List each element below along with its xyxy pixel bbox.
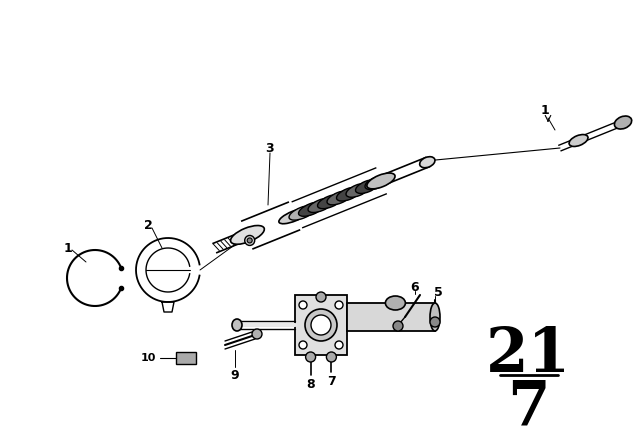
Ellipse shape <box>279 209 308 224</box>
Ellipse shape <box>614 116 632 129</box>
Circle shape <box>305 309 337 341</box>
Ellipse shape <box>365 176 388 190</box>
Ellipse shape <box>569 134 588 146</box>
Ellipse shape <box>308 198 333 212</box>
Circle shape <box>311 315 331 335</box>
Ellipse shape <box>298 202 324 216</box>
Ellipse shape <box>337 187 360 201</box>
Circle shape <box>393 321 403 331</box>
Circle shape <box>247 238 252 243</box>
Circle shape <box>430 317 440 327</box>
Text: 9: 9 <box>230 369 239 382</box>
Circle shape <box>335 341 343 349</box>
Ellipse shape <box>430 303 440 331</box>
Text: 7: 7 <box>507 378 549 438</box>
Circle shape <box>299 341 307 349</box>
Circle shape <box>299 301 307 309</box>
Text: 3: 3 <box>266 142 275 155</box>
Text: 2: 2 <box>143 219 152 232</box>
Ellipse shape <box>252 329 262 339</box>
Ellipse shape <box>346 183 369 197</box>
Circle shape <box>244 236 255 246</box>
Ellipse shape <box>232 319 242 331</box>
Text: 1: 1 <box>541 103 549 116</box>
Text: 1: 1 <box>63 241 72 254</box>
Ellipse shape <box>317 194 342 209</box>
Bar <box>295 295 347 355</box>
Circle shape <box>316 292 326 302</box>
Ellipse shape <box>289 206 316 220</box>
Text: 8: 8 <box>307 378 315 391</box>
Circle shape <box>306 352 316 362</box>
Text: 5: 5 <box>434 285 442 298</box>
Bar <box>176 352 196 364</box>
Text: 6: 6 <box>411 280 419 293</box>
Text: 7: 7 <box>327 375 336 388</box>
Text: 21: 21 <box>485 325 571 385</box>
Ellipse shape <box>420 157 435 168</box>
Text: 10: 10 <box>140 353 156 363</box>
Ellipse shape <box>327 191 351 205</box>
Ellipse shape <box>230 225 264 244</box>
Ellipse shape <box>367 173 395 189</box>
Circle shape <box>335 301 343 309</box>
Circle shape <box>326 352 337 362</box>
Ellipse shape <box>355 180 379 194</box>
Ellipse shape <box>385 296 405 310</box>
Bar <box>347 303 435 331</box>
